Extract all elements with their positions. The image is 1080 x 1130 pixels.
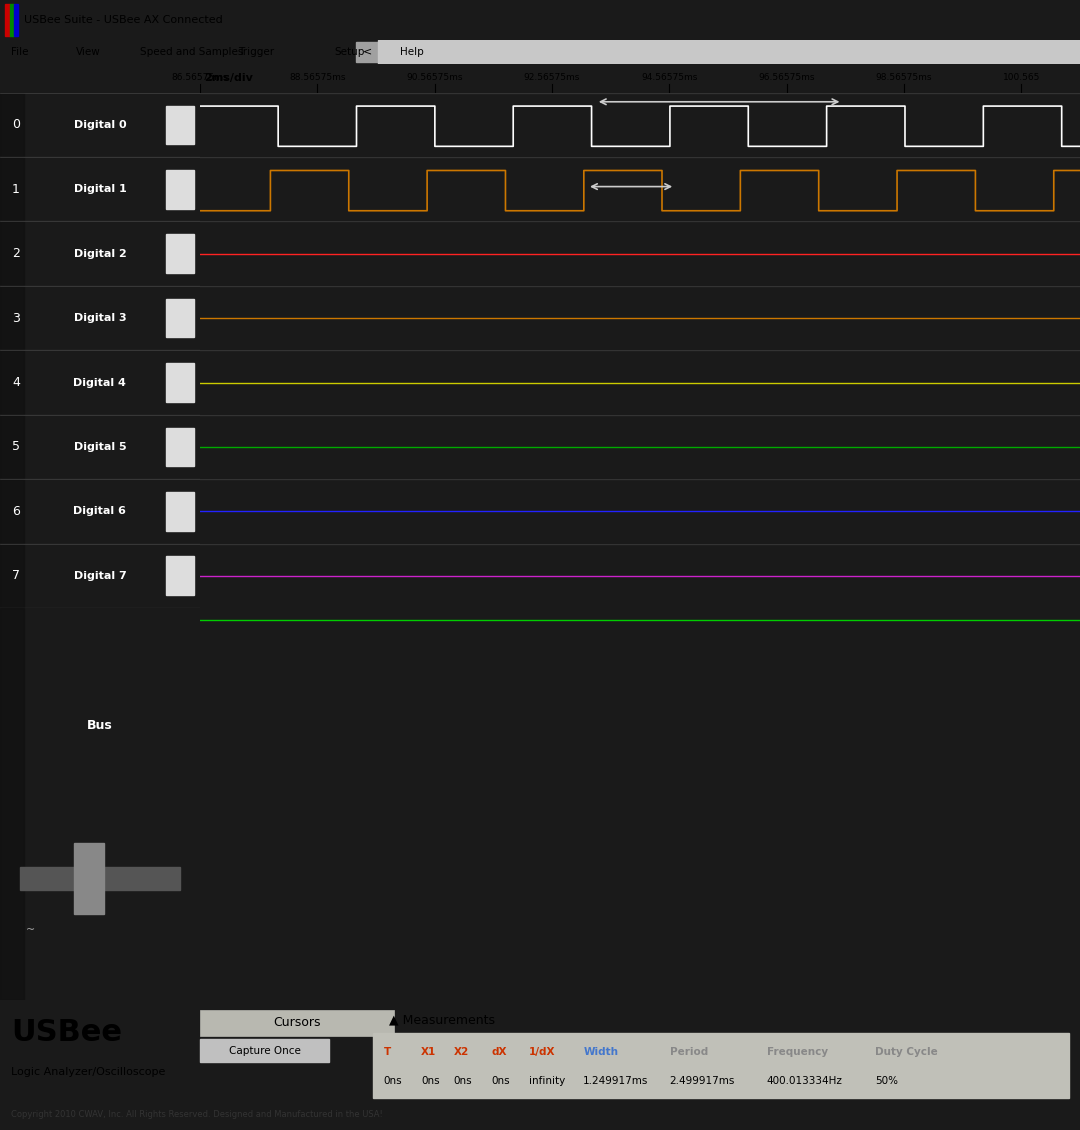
Text: <: < bbox=[363, 47, 372, 56]
Text: 400.013334Hz: 400.013334Hz bbox=[767, 1076, 842, 1086]
Text: Width: Width bbox=[583, 1048, 618, 1057]
Text: 7: 7 bbox=[12, 570, 21, 582]
Text: 1.249917ms: 1.249917ms bbox=[583, 1076, 649, 1086]
Text: 0: 0 bbox=[12, 119, 21, 131]
Text: 94.56575ms: 94.56575ms bbox=[642, 72, 698, 81]
Bar bbox=[200, 1010, 394, 1036]
Bar bbox=[5, 5, 10, 36]
Bar bbox=[166, 234, 193, 273]
Text: 5: 5 bbox=[12, 441, 21, 453]
Text: 96.56575ms: 96.56575ms bbox=[758, 72, 814, 81]
Text: Capture Once: Capture Once bbox=[229, 1045, 300, 1055]
Text: infinity: infinity bbox=[529, 1076, 566, 1086]
Text: 0ns: 0ns bbox=[454, 1076, 472, 1086]
Text: Help: Help bbox=[400, 47, 423, 56]
Text: Trigger: Trigger bbox=[238, 47, 273, 56]
Bar bbox=[0, 350, 24, 415]
Text: Setup: Setup bbox=[335, 47, 365, 56]
Bar bbox=[0, 221, 24, 286]
Text: 50%: 50% bbox=[875, 1076, 897, 1086]
Bar bbox=[0, 479, 24, 544]
Text: 2ms/div: 2ms/div bbox=[204, 72, 253, 82]
Text: 1/dX: 1/dX bbox=[529, 1048, 556, 1057]
Text: Digital 0: Digital 0 bbox=[73, 120, 126, 130]
Text: 86.56575ms: 86.56575ms bbox=[172, 72, 228, 81]
Text: 6: 6 bbox=[12, 505, 19, 518]
Text: 2: 2 bbox=[12, 247, 19, 260]
Text: 1: 1 bbox=[12, 183, 19, 195]
Text: File: File bbox=[11, 47, 28, 56]
Text: 0ns: 0ns bbox=[383, 1076, 402, 1086]
Text: 90.56575ms: 90.56575ms bbox=[406, 72, 462, 81]
Bar bbox=[73, 843, 104, 914]
Bar bbox=[166, 105, 193, 145]
Text: ▲ Measurements: ▲ Measurements bbox=[389, 1012, 495, 1026]
Text: dX: dX bbox=[491, 1048, 507, 1057]
Bar bbox=[166, 298, 193, 338]
Text: X2: X2 bbox=[454, 1048, 469, 1057]
Bar bbox=[0, 157, 24, 221]
Text: USBee: USBee bbox=[11, 1018, 122, 1048]
Text: Duty Cycle: Duty Cycle bbox=[875, 1048, 937, 1057]
Text: 4: 4 bbox=[12, 376, 19, 389]
Text: Digital 3: Digital 3 bbox=[73, 313, 126, 323]
Text: Bus: Bus bbox=[87, 719, 112, 732]
Text: Speed and Samples: Speed and Samples bbox=[140, 47, 244, 56]
Text: Digital 5: Digital 5 bbox=[73, 442, 126, 452]
Text: 2.499917ms: 2.499917ms bbox=[670, 1076, 735, 1086]
Text: 92.56575ms: 92.56575ms bbox=[524, 72, 580, 81]
Text: ~: ~ bbox=[26, 924, 36, 935]
Bar bbox=[166, 492, 193, 531]
Bar bbox=[356, 42, 378, 62]
Text: Digital 4: Digital 4 bbox=[73, 377, 126, 388]
Bar bbox=[0, 93, 24, 157]
Text: Frequency: Frequency bbox=[767, 1048, 828, 1057]
Text: 3: 3 bbox=[12, 312, 19, 324]
Text: Digital 2: Digital 2 bbox=[73, 249, 126, 259]
Bar bbox=[166, 427, 193, 467]
Text: 98.56575ms: 98.56575ms bbox=[876, 72, 932, 81]
Bar bbox=[14, 5, 18, 36]
Text: Period: Period bbox=[670, 1048, 707, 1057]
Text: Digital 6: Digital 6 bbox=[73, 506, 126, 516]
Bar bbox=[10, 5, 14, 36]
Bar bbox=[0, 415, 24, 479]
Text: 100.565: 100.565 bbox=[1002, 72, 1040, 81]
Text: View: View bbox=[76, 47, 100, 56]
Text: USBee Suite - USBee AX Connected: USBee Suite - USBee AX Connected bbox=[24, 15, 222, 25]
Text: Digital 1: Digital 1 bbox=[73, 184, 126, 194]
Text: Cursors: Cursors bbox=[273, 1016, 321, 1028]
Text: Logic Analyzer/Oscilloscope: Logic Analyzer/Oscilloscope bbox=[11, 1067, 165, 1077]
Text: T: T bbox=[383, 1048, 391, 1057]
Bar bbox=[200, 1040, 329, 1062]
Bar bbox=[378, 40, 1080, 64]
Bar bbox=[166, 556, 193, 596]
Bar bbox=[373, 1033, 1069, 1097]
Bar bbox=[166, 363, 193, 402]
Bar bbox=[0, 286, 24, 350]
Text: 0ns: 0ns bbox=[491, 1076, 510, 1086]
Bar bbox=[0, 544, 24, 608]
Bar bbox=[21, 867, 180, 890]
Text: 0ns: 0ns bbox=[421, 1076, 440, 1086]
Text: Copyright 2010 CWAV, Inc. All Rights Reserved. Designed and Manufactured in the : Copyright 2010 CWAV, Inc. All Rights Res… bbox=[11, 1110, 382, 1119]
Text: X1: X1 bbox=[421, 1048, 436, 1057]
Text: 88.56575ms: 88.56575ms bbox=[289, 72, 346, 81]
Text: Digital 7: Digital 7 bbox=[73, 571, 126, 581]
Bar bbox=[0, 608, 24, 1000]
Bar bbox=[166, 170, 193, 209]
